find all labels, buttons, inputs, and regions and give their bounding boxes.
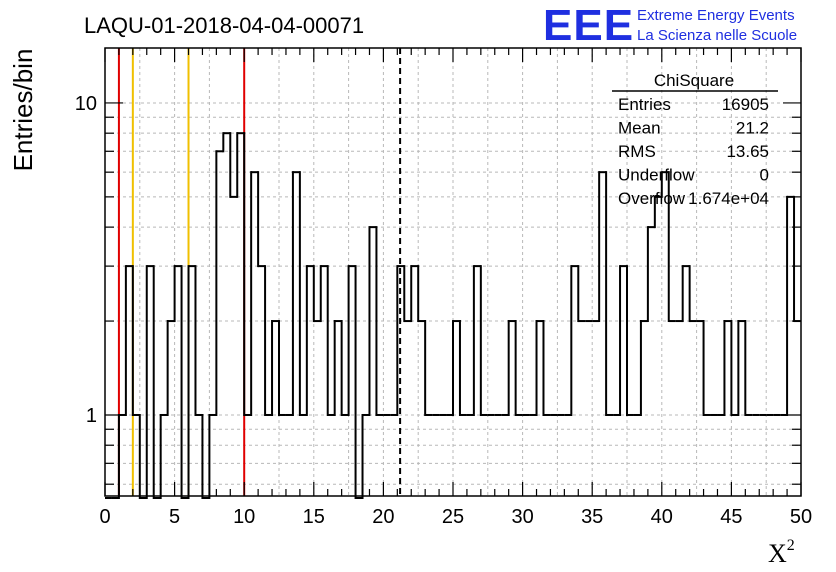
x-tick-label: 35 [581,506,603,528]
logo-line-1: Extreme Energy Events [637,7,795,24]
x-tick-label: 20 [372,506,394,528]
stats-row-value: 0 [760,166,769,185]
x-tick-label: 50 [790,506,812,528]
x-axis-label: X2 [768,537,795,568]
chart-title: LAQU-01-2018-04-04-00071 [84,13,364,38]
y-tick-label: 1 [86,405,97,427]
logo-line-2: La Scienza nelle Scuole [637,27,797,44]
stats-row-value: 16905 [722,95,769,114]
x-tick-label: 30 [511,506,533,528]
reference-lines [117,48,402,496]
x-tick-label: 15 [303,506,325,528]
stats-row-label: Overflow [618,189,686,208]
x-axis-label-base: X [768,539,787,568]
eee-logo-mark: EEE [543,1,634,50]
x-tick-label: 10 [233,506,255,528]
stats-row-label: Underflow [618,166,695,185]
x-tick-label: 5 [169,506,180,528]
stats-row-value: 21.2 [736,119,769,138]
stats-row-label: RMS [618,142,656,161]
x-tick-label: 45 [720,506,742,528]
x-tick-label: 25 [442,506,464,528]
stats-box: ChiSquare Entries 16905 Mean 21.2 RMS 13.65 Un… [612,71,778,208]
stats-title: ChiSquare [654,71,734,90]
stats-row-value: 13.65 [726,142,769,161]
stats-row-value: 1.674e+04 [688,189,769,208]
y-tick-label: 10 [75,93,97,115]
axis-ticks: 0 5 10 15 20 25 30 35 40 45 50 1 10 [75,48,812,528]
y-axis-label: Entries/bin [8,49,38,172]
stats-row-label: Entries [618,95,671,114]
stats-row-label: Mean [618,119,661,138]
x-axis-label-superscript: 2 [787,537,795,554]
histogram-bins [105,132,801,499]
x-tick-label: 0 [99,506,110,528]
x-tick-label: 40 [651,506,673,528]
